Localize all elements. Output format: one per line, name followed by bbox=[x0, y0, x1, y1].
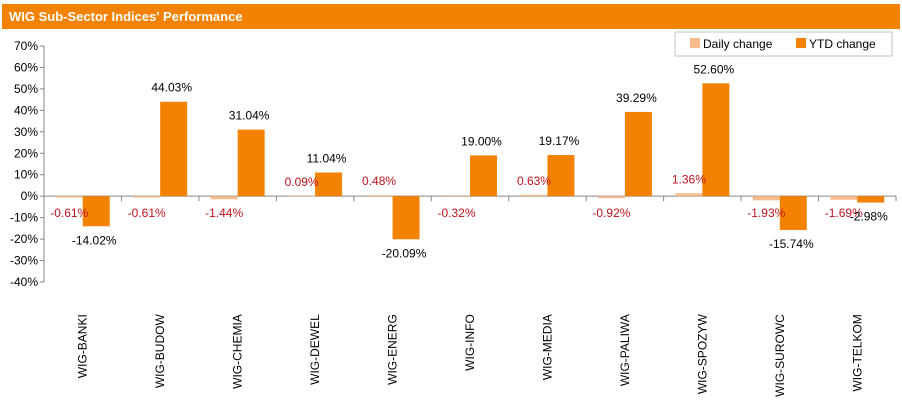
data-label-ytd: 11.04% bbox=[307, 151, 347, 165]
data-label-ytd: 19.17% bbox=[539, 134, 580, 148]
data-label-ytd: -15.74% bbox=[769, 237, 814, 251]
bar-ytd-change bbox=[624, 111, 652, 197]
chart-data-labels: -0.61% -14.02% -0.61% 44.03% -1.44% 31.04% 0.0… bbox=[50, 62, 888, 260]
y-tick-label: -30% bbox=[10, 254, 38, 268]
y-tick-label: 60% bbox=[14, 60, 38, 74]
x-category-label: WIG-SPOZYW bbox=[695, 314, 709, 395]
data-label-ytd: 52.60% bbox=[694, 62, 735, 76]
bar-daily-change bbox=[288, 195, 316, 197]
x-category-label: WIG-BUDOW bbox=[153, 314, 167, 389]
bar-daily-change bbox=[752, 196, 780, 201]
data-label-ytd: -14.02% bbox=[72, 233, 117, 247]
bar-daily-change bbox=[55, 196, 83, 198]
bar-ytd-change bbox=[392, 196, 420, 240]
chart-axes: 70% 60% 50% 40% 30% 20% 10% 0% -10% -20% -30% -40% bbox=[10, 39, 897, 289]
legend-box bbox=[674, 31, 893, 57]
bar-ytd-change bbox=[547, 155, 575, 197]
x-category-label: WIG-SUROWC bbox=[773, 314, 787, 397]
bar-daily-change bbox=[830, 196, 858, 200]
y-tick-label: -10% bbox=[10, 211, 38, 225]
bar-ytd-change bbox=[470, 155, 497, 197]
bar-ytd-change bbox=[237, 129, 265, 197]
data-label-daily: -1.44% bbox=[205, 206, 243, 220]
data-label-daily: -0.61% bbox=[50, 206, 88, 220]
bar-daily-change bbox=[365, 195, 393, 197]
x-category-label: WIG-INFO bbox=[463, 314, 477, 371]
y-tick-label: -40% bbox=[10, 275, 38, 289]
data-label-ytd: 44.03% bbox=[151, 81, 192, 95]
x-category-label: WIG-PALIWA bbox=[618, 314, 632, 386]
data-label-ytd: 31.04% bbox=[229, 109, 270, 123]
bar-ytd-change bbox=[160, 101, 188, 197]
y-tick-label: -20% bbox=[10, 232, 38, 246]
y-tick-label: 50% bbox=[14, 82, 38, 96]
bar-ytd-change bbox=[315, 172, 343, 197]
data-label-ytd: 19.00% bbox=[461, 134, 502, 148]
data-label-daily: 0.48% bbox=[362, 174, 396, 188]
data-label-ytd: -2.98% bbox=[850, 210, 888, 224]
bar-daily-change bbox=[520, 194, 548, 197]
bar-daily-change bbox=[443, 196, 470, 197]
data-label-daily: -0.61% bbox=[128, 206, 166, 220]
x-category-label: WIG-MEDIA bbox=[540, 314, 554, 380]
legend-label-ytd: YTD change bbox=[809, 37, 876, 51]
bar-ytd-change bbox=[857, 196, 885, 203]
bar-daily-change bbox=[133, 196, 161, 198]
legend-label-daily: Daily change bbox=[703, 37, 773, 51]
x-category-label: WIG-TELKOM bbox=[850, 314, 864, 391]
bar-ytd-change bbox=[779, 196, 807, 230]
chart-category-labels: WIG-BANKI WIG-BUDOW WIG-CHEMIA WIG-DEWEL WIG… bbox=[76, 314, 865, 397]
y-tick-label: 70% bbox=[14, 39, 38, 53]
data-label-ytd: -20.09% bbox=[382, 246, 427, 260]
bar-ytd-change bbox=[82, 196, 110, 227]
x-category-label: WIG-BANKI bbox=[76, 314, 90, 378]
x-category-label: WIG-DEWEL bbox=[308, 314, 322, 385]
x-category-label: WIG-CHEMIA bbox=[231, 314, 245, 389]
data-label-daily: -1.93% bbox=[747, 206, 785, 220]
y-tick-label: 30% bbox=[14, 125, 38, 139]
bar-daily-change bbox=[210, 196, 238, 200]
data-label-daily: 0.63% bbox=[517, 174, 551, 188]
chart-bars bbox=[55, 83, 885, 240]
y-tick-label: 40% bbox=[14, 103, 38, 117]
bar-daily-change bbox=[675, 193, 703, 197]
legend-swatch-daily bbox=[690, 38, 700, 48]
data-label-daily: -0.32% bbox=[437, 206, 475, 220]
data-label-daily: 1.36% bbox=[672, 172, 706, 186]
y-tick-label: 20% bbox=[14, 146, 38, 160]
bar-daily-change bbox=[597, 196, 625, 199]
x-category-label: WIG-ENERG bbox=[386, 314, 400, 385]
bar-ytd-change bbox=[702, 83, 730, 197]
data-label-daily: 0.09% bbox=[285, 175, 319, 189]
chart-legend: Daily change YTD change bbox=[674, 31, 893, 57]
y-tick-label: 0% bbox=[21, 189, 39, 203]
data-label-daily: -0.92% bbox=[592, 206, 630, 220]
chart-title: WIG Sub-Sector Indices' Performance bbox=[9, 9, 243, 24]
data-label-ytd: 39.29% bbox=[616, 91, 657, 105]
data-label-daily: -1.69% bbox=[825, 206, 863, 220]
y-tick-label: 10% bbox=[14, 168, 38, 182]
chart-title-bar: WIG Sub-Sector Indices' Performance bbox=[2, 4, 900, 29]
legend-swatch-ytd bbox=[796, 38, 806, 48]
